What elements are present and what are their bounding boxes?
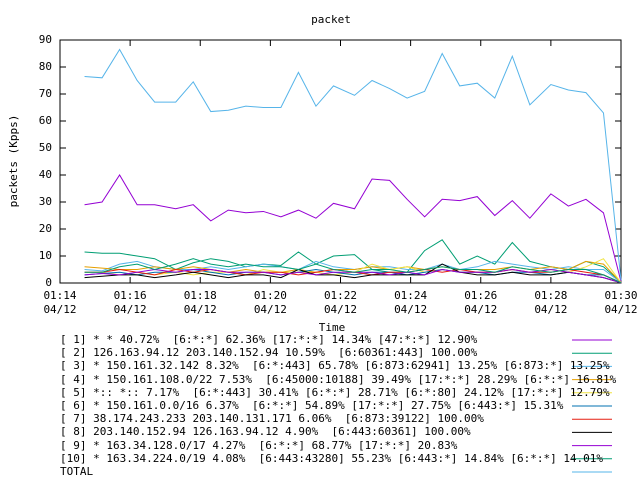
y-axis-label: packets (Kpps) — [7, 115, 20, 208]
legend-label: [ 8] 203.140.152.94 126.163.94.12 4.90% … — [60, 425, 471, 439]
x-tick-label: 01:24 04/12 — [394, 289, 428, 316]
y-tick-label: 80 — [39, 60, 52, 73]
y-tick-label: 30 — [39, 195, 52, 208]
y-tick-label: 60 — [39, 114, 52, 127]
legend-label: [ 9] * 163.34.128.0/17 4.27% [6:*:*] 68.… — [60, 438, 458, 452]
x-tick-label: 01:16 04/12 — [113, 289, 147, 316]
x-tick-label: 01:18 04/12 — [183, 289, 217, 316]
series-line — [84, 258, 622, 284]
series-line — [84, 48, 622, 281]
y-tick-label: 70 — [39, 87, 52, 100]
legend-label: [ 2] 126.163.94.12 203.140.152.94 10.59%… — [60, 346, 478, 360]
legend-label: [10] * 163.34.224.0/19 4.08% [6:443:4328… — [60, 451, 604, 465]
legend-label: [ 6] * 150.161.0.0/16 6.37% [6:*:*] 54.8… — [60, 399, 564, 412]
legend-label: [ 4] * 150.161.108.0/22 7.53% [6:45000:1… — [60, 372, 617, 386]
legend-label: [ 7] 38.174.243.233 203.140.131.171 6.06… — [60, 412, 484, 426]
y-tick-label: 50 — [39, 141, 52, 154]
y-tick-label: 40 — [39, 168, 52, 181]
x-tick-label: 01:14 04/12 — [43, 289, 77, 316]
y-tick-label: 10 — [39, 249, 52, 262]
plot-frame — [59, 39, 622, 284]
legend-label: [ 3] * 150.161.32.142 8.32% [6:*:443] 65… — [60, 359, 610, 373]
legend-label: [ 1] * * 40.72% [6:*:*] 62.36% [17:*:*] … — [60, 333, 478, 346]
x-tick-label: 01:30 04/12 — [604, 289, 638, 316]
legend-label: [ 5] *:: *:: 7.17% [6:*:443] 30.41% [6:*… — [60, 385, 610, 399]
chart-title: packet — [311, 13, 351, 26]
series-line — [84, 174, 622, 282]
y-tick-label: 90 — [39, 33, 52, 46]
x-tick-label: 01:26 04/12 — [464, 289, 498, 316]
x-axis-label: Time — [319, 321, 346, 334]
legend-label: TOTAL — [60, 465, 94, 478]
x-tick-label: 01:20 04/12 — [253, 289, 287, 316]
y-tick-label: 20 — [39, 222, 52, 235]
x-tick-label: 01:22 04/12 — [323, 289, 358, 316]
y-tick-label: 0 — [45, 276, 52, 289]
series-line — [84, 263, 622, 284]
x-tick-label: 01:28 04/12 — [534, 289, 568, 316]
